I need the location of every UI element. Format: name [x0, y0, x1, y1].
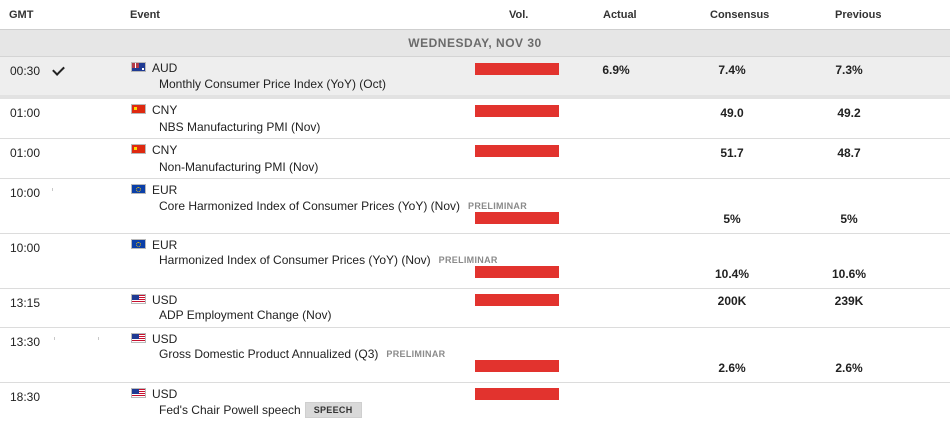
event-currency: USD	[152, 293, 178, 307]
event-name[interactable]: Monthly Consumer Price Index (YoY) (Oct)	[159, 77, 386, 91]
table-row[interactable]: 01:00 CNY Non-Manufacturing PMI (Nov) 51…	[0, 139, 950, 179]
eu-flag-icon	[131, 184, 146, 194]
event-name[interactable]: Non-Manufacturing PMI (Nov)	[159, 160, 319, 174]
table-header: GMT Event Vol. Actual Consensus Previous	[0, 0, 950, 30]
event-previous: 10.6%	[831, 267, 867, 281]
china-flag-icon	[131, 144, 146, 154]
preliminary-tag: PRELIMINAR	[468, 201, 528, 211]
event-time: 10:00	[10, 241, 41, 255]
event-consensus: 2.6%	[718, 361, 746, 375]
event-currency: USD	[152, 387, 178, 401]
volatility-bar	[475, 360, 559, 372]
volatility-bar	[475, 145, 559, 157]
event-previous: 49.2	[837, 106, 861, 120]
header-actual: Actual	[603, 9, 637, 21]
table-row[interactable]: 01:00 CNY NBS Manufacturing PMI (Nov) 49…	[0, 99, 950, 139]
volatility-bar	[475, 212, 559, 224]
event-name[interactable]: Harmonized Index of Consumer Prices (YoY…	[159, 253, 498, 267]
event-time: 01:00	[10, 146, 41, 160]
day-separator: WEDNESDAY, NOV 30	[0, 30, 950, 57]
speech-tag: SPEECH	[304, 402, 362, 418]
volatility-bar	[475, 63, 559, 75]
us-flag-icon	[131, 333, 146, 343]
event-currency: USD	[152, 332, 178, 346]
table-row[interactable]: 10:00 EUR Harmonized Index of Consumer P…	[0, 234, 950, 289]
volatility-bar	[475, 266, 559, 278]
event-time: 18:30	[10, 390, 41, 404]
us-flag-icon	[131, 388, 146, 398]
event-consensus: 10.4%	[714, 267, 750, 281]
preliminary-tag: PRELIMINAR	[438, 255, 498, 265]
event-consensus: 49.0	[720, 106, 744, 120]
event-name[interactable]: Core Harmonized Index of Consumer Prices…	[159, 199, 528, 213]
event-previous: 7.3%	[835, 63, 863, 77]
event-consensus: 200K	[717, 294, 747, 308]
event-time: 00:30	[10, 64, 41, 78]
header-previous: Previous	[835, 9, 882, 21]
table-row[interactable]: 13:15 USD ADP Employment Change (Nov) 20…	[0, 289, 950, 328]
event-name[interactable]: Gross Domestic Product Annualized (Q3) PR…	[159, 347, 446, 361]
event-currency: CNY	[152, 103, 178, 117]
volatility-bar	[475, 105, 559, 117]
event-time: 10:00	[10, 186, 41, 200]
preliminary-tag: PRELIMINAR	[386, 349, 446, 359]
volatility-bar	[475, 388, 559, 400]
event-currency: AUD	[152, 61, 178, 75]
event-previous: 5%	[840, 212, 858, 226]
header-vol: Vol.	[509, 9, 529, 21]
event-consensus: 7.4%	[718, 63, 746, 77]
table-row[interactable]: 18:30 USD Fed's Chair Powell speech SPEEC…	[0, 383, 950, 426]
us-flag-icon	[131, 294, 146, 304]
volatility-bar	[475, 294, 559, 306]
check-icon	[52, 63, 65, 76]
event-name[interactable]: NBS Manufacturing PMI (Nov)	[159, 120, 321, 134]
event-currency: EUR	[152, 238, 178, 252]
event-currency: CNY	[152, 143, 178, 157]
eu-flag-icon	[131, 239, 146, 249]
event-actual: 6.9%	[602, 63, 630, 77]
event-time: 13:15	[10, 296, 41, 310]
event-name[interactable]: ADP Employment Change (Nov)	[159, 308, 332, 322]
event-time: 13:30	[10, 335, 41, 349]
event-consensus: 51.7	[720, 146, 744, 160]
table-row[interactable]: 10:00 EUR Core Harmonized Index of Consu…	[0, 179, 950, 234]
header-consensus: Consensus	[710, 9, 770, 21]
table-row[interactable]: 13:30 USD Gross Domestic Product Annuali…	[0, 328, 950, 383]
event-currency: EUR	[152, 183, 178, 197]
header-event: Event	[130, 9, 160, 21]
header-gmt: GMT	[9, 9, 34, 21]
australia-flag-icon	[131, 62, 146, 72]
china-flag-icon	[131, 104, 146, 114]
event-previous: 48.7	[837, 146, 861, 160]
event-time: 01:00	[10, 106, 41, 120]
event-previous: 2.6%	[835, 361, 863, 375]
event-consensus: 5%	[723, 212, 741, 226]
event-name[interactable]: Fed's Chair Powell speech SPEECH	[159, 402, 362, 418]
table-row[interactable]: 00:30 AUD Monthly Consumer Price Index (…	[0, 57, 950, 99]
event-previous: 239K	[834, 294, 864, 308]
